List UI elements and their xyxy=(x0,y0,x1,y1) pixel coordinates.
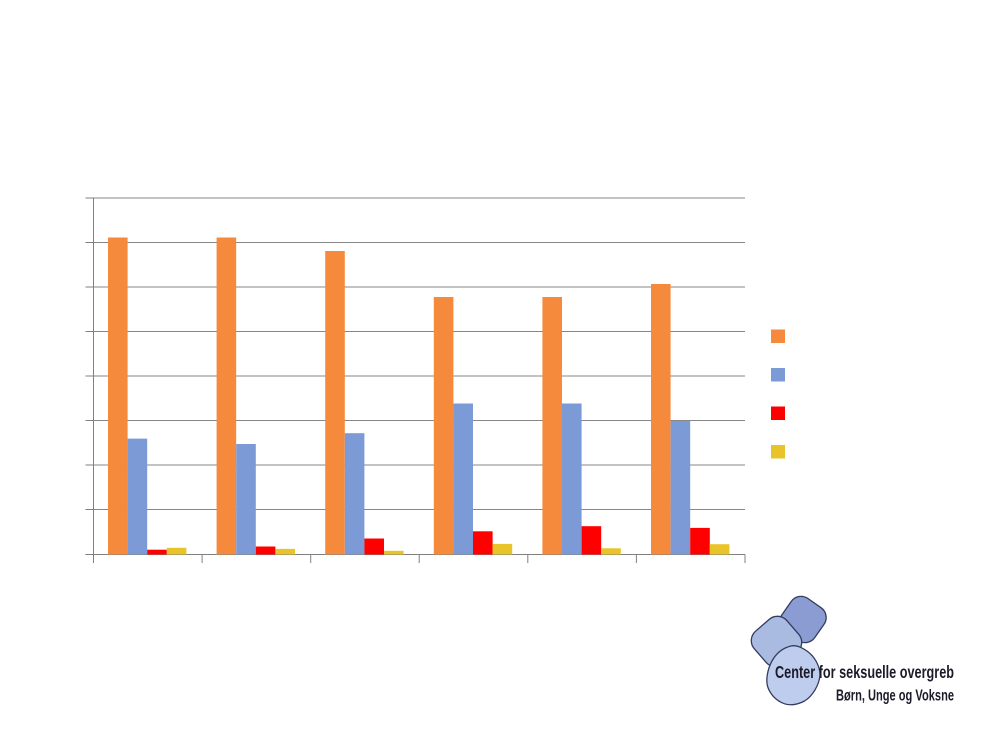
svg-text:Børn, Unge og Voksne: Børn, Unge og Voksne xyxy=(836,688,954,705)
svg-text:Center for seksuelle overgreb: Center for seksuelle overgreb xyxy=(775,662,954,682)
